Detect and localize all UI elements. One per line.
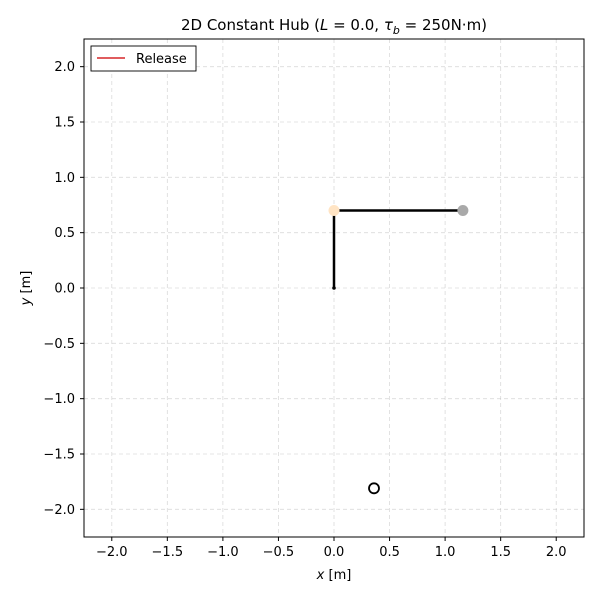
markers: [328, 205, 469, 495]
y-tick-label: −0.5: [43, 337, 75, 352]
x-tick-label: −1.0: [207, 545, 239, 560]
grid: [84, 39, 584, 537]
x-tick-label: 0.5: [379, 545, 400, 560]
robot-arm: [332, 209, 463, 288]
chart-title: 2D Constant Hub (L = 0.0, τb = 250N·m): [181, 16, 487, 37]
x-tick-label: 0.0: [324, 545, 345, 560]
legend: Release: [90, 45, 197, 72]
y-tick-label: 1.5: [54, 116, 75, 131]
y-tick-label: 1.0: [54, 171, 75, 186]
x-tick-label: 1.0: [435, 545, 456, 560]
legend-release-label: Release: [136, 52, 187, 67]
axis-ticks: −2.0 −1.5 −1.0 −0.5 0.0 0.5 1.0 1.5 2.0 −2.0 −1.5 −…: [43, 60, 566, 560]
y-tick-label: 2.0: [54, 60, 75, 75]
x-tick-label: −1.5: [152, 545, 184, 560]
target-marker: [368, 482, 380, 495]
y-axis-label: y [m]: [19, 271, 34, 307]
hub-marker: [332, 286, 336, 290]
x-axis-label: x [m]: [316, 568, 352, 583]
x-tick-label: 2.0: [546, 545, 567, 560]
y-tick-label: −1.5: [43, 448, 75, 463]
x-tick-label: −2.0: [96, 545, 128, 560]
x-tick-label: −0.5: [263, 545, 295, 560]
elbow-marker: [328, 205, 340, 217]
y-tick-label: −1.0: [43, 392, 75, 407]
y-tick-label: 0.0: [54, 282, 75, 297]
y-tick-label: 0.5: [54, 226, 75, 241]
end-marker: [457, 205, 469, 217]
x-tick-label: 1.5: [490, 545, 511, 560]
y-tick-label: −2.0: [43, 503, 75, 518]
